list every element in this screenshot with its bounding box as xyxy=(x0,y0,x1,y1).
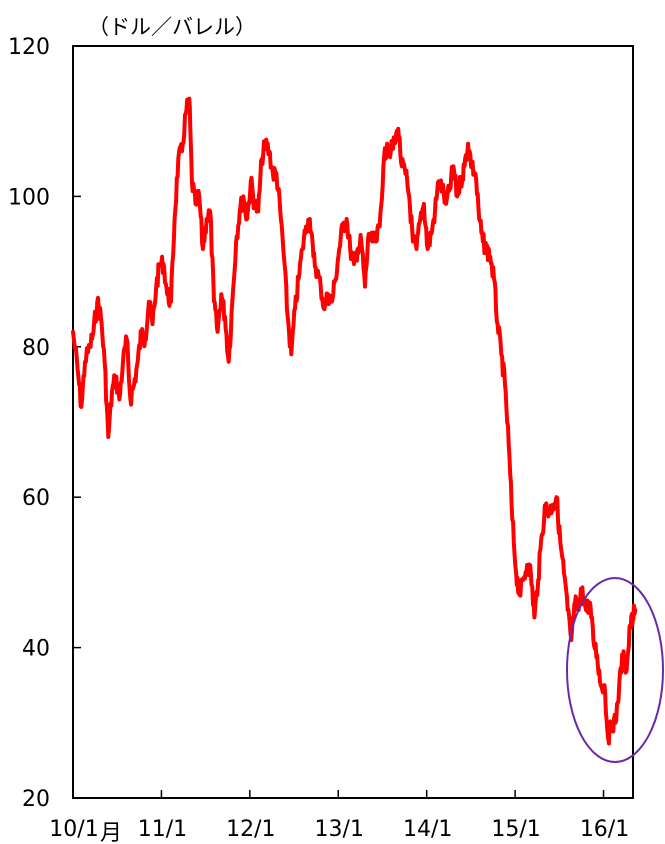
y-unit-label: （ドル／バレル） xyxy=(88,15,256,39)
y-tick-label: 60 xyxy=(22,486,50,511)
y-tick-label: 100 xyxy=(8,185,50,210)
x-tick-label: 10/1 xyxy=(49,817,98,842)
x-tick-label: 16/1 xyxy=(580,817,629,842)
highlight-ellipse xyxy=(566,577,664,763)
plot-frame xyxy=(72,45,634,799)
y-tick-label: 80 xyxy=(22,336,50,361)
y-axis: 20 40 60 80 100 120 xyxy=(8,35,81,812)
x-unit-label: 月 xyxy=(100,821,122,844)
x-tick-label: 13/1 xyxy=(315,817,364,842)
x-tick-label: 14/1 xyxy=(403,817,452,842)
y-tick-label: 120 xyxy=(8,35,50,60)
x-axis: 10/1 11/1 12/1 13/1 14/1 15/1 16/1 xyxy=(49,790,629,842)
x-tick-label: 11/1 xyxy=(138,817,187,842)
series-line-0 xyxy=(71,96,638,746)
x-tick-label: 12/1 xyxy=(226,817,275,842)
y-tick-label: 20 xyxy=(22,787,50,812)
y-tick-label: 40 xyxy=(22,637,50,662)
series-layer xyxy=(71,96,638,746)
x-tick-label: 15/1 xyxy=(491,817,540,842)
